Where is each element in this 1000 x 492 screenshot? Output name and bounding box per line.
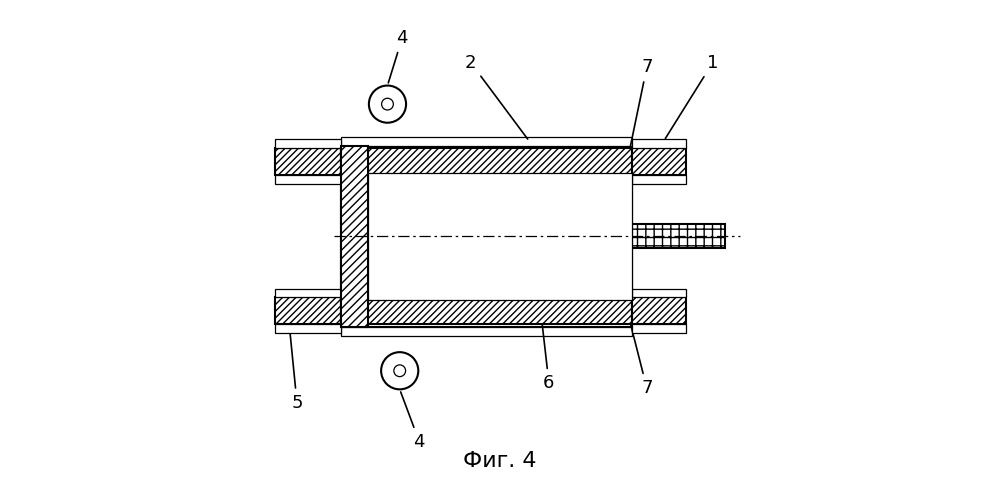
Bar: [275, 289, 341, 297]
Bar: [341, 297, 632, 324]
Text: 1: 1: [665, 54, 718, 138]
Circle shape: [369, 86, 406, 123]
Text: 2: 2: [465, 54, 528, 139]
Bar: [632, 224, 725, 248]
Bar: [632, 148, 686, 175]
Bar: [275, 297, 341, 324]
Text: 4: 4: [401, 392, 425, 451]
Text: 7: 7: [628, 313, 653, 397]
Bar: [341, 137, 632, 146]
Bar: [341, 148, 632, 175]
Bar: [341, 146, 368, 327]
Bar: [341, 327, 632, 336]
Bar: [275, 148, 341, 175]
Circle shape: [382, 98, 393, 110]
Bar: [368, 173, 632, 300]
Bar: [632, 289, 686, 297]
Bar: [632, 175, 686, 184]
Text: 7: 7: [628, 59, 653, 159]
Bar: [632, 297, 686, 324]
Text: Фиг. 4: Фиг. 4: [463, 451, 537, 471]
Text: 4: 4: [388, 29, 408, 83]
Text: 5: 5: [290, 332, 303, 411]
Circle shape: [381, 352, 418, 389]
Circle shape: [394, 365, 406, 376]
Bar: [275, 175, 341, 184]
Text: 6: 6: [539, 300, 555, 392]
Bar: [632, 139, 686, 148]
Bar: [341, 146, 632, 327]
Bar: [632, 324, 686, 333]
Bar: [275, 139, 341, 148]
Bar: [275, 324, 341, 333]
